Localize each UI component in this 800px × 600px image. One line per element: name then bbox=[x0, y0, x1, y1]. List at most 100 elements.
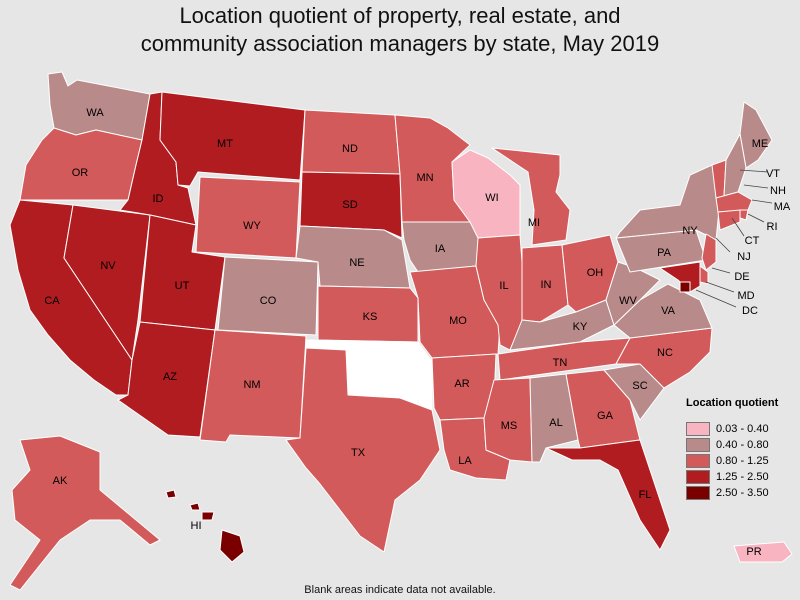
state-label-pr: PR bbox=[746, 546, 761, 558]
state-label-or: OR bbox=[72, 167, 89, 179]
state-wi bbox=[451, 149, 521, 239]
state-nj bbox=[701, 233, 717, 271]
state-label-mt: MT bbox=[217, 138, 233, 150]
state-ak bbox=[9, 435, 161, 591]
state-in bbox=[521, 244, 569, 323]
state-wy bbox=[195, 176, 301, 259]
footer-note: Blank areas indicate data not available. bbox=[304, 584, 496, 596]
legend-label: 0.03 - 0.40 bbox=[716, 423, 769, 435]
state-label-ia: IA bbox=[435, 243, 446, 255]
state-or bbox=[19, 127, 143, 201]
state-sc bbox=[603, 363, 665, 421]
state-sd bbox=[299, 171, 403, 239]
state-label-ky: KY bbox=[573, 321, 588, 333]
state-label-il: IL bbox=[499, 280, 508, 292]
state-label-ma: MA bbox=[774, 201, 791, 213]
state-label-tn: TN bbox=[553, 357, 568, 369]
state-hi bbox=[165, 489, 245, 563]
state-label-sd: SD bbox=[342, 199, 357, 211]
state-wv bbox=[605, 261, 661, 326]
state-label-ga: GA bbox=[597, 410, 614, 422]
state-label-ne: NE bbox=[349, 257, 364, 269]
legend-swatch bbox=[686, 470, 710, 484]
state-label-wi: WI bbox=[485, 192, 498, 204]
legend-swatch bbox=[686, 438, 710, 452]
state-label-mn: MN bbox=[416, 172, 433, 184]
state-mt bbox=[159, 91, 306, 187]
state-label-ca: CA bbox=[44, 295, 60, 307]
state-label-nh: NH bbox=[770, 185, 786, 197]
legend-title: Location quotient bbox=[686, 397, 779, 409]
state-label-in: IN bbox=[541, 279, 552, 291]
state-label-dc: DC bbox=[742, 305, 758, 317]
map-title: Location quotient of property, real esta… bbox=[0, 2, 800, 58]
state-co bbox=[217, 256, 319, 336]
state-label-me: ME bbox=[752, 138, 769, 150]
state-label-nd: ND bbox=[342, 143, 358, 155]
state-nh bbox=[723, 133, 747, 197]
state-label-ri: RI bbox=[767, 221, 778, 233]
state-label-ut: UT bbox=[175, 280, 190, 292]
state-wa bbox=[47, 71, 151, 141]
state-label-la: LA bbox=[458, 455, 472, 467]
state-ri bbox=[739, 209, 749, 221]
state-label-ak: AK bbox=[53, 475, 68, 487]
legend-label: 0.80 - 1.25 bbox=[716, 455, 769, 467]
state-me bbox=[739, 101, 773, 169]
state-label-ms: MS bbox=[501, 420, 518, 432]
state-nm bbox=[199, 329, 307, 443]
state-fl bbox=[545, 439, 671, 551]
legend-row: 0.40 - 0.80 bbox=[686, 437, 778, 453]
state-label-fl: FL bbox=[639, 489, 652, 501]
state-label-wy: WY bbox=[243, 220, 261, 232]
state-label-va: VA bbox=[661, 305, 676, 317]
state-label-de: DE bbox=[734, 271, 749, 283]
state-label-oh: OH bbox=[587, 267, 604, 279]
state-label-ny: NY bbox=[682, 225, 698, 237]
state-nd bbox=[301, 109, 401, 175]
state-dc bbox=[679, 281, 691, 293]
state-mi bbox=[491, 147, 571, 246]
state-pr bbox=[733, 541, 793, 563]
legend-swatch bbox=[686, 486, 710, 500]
state-ks bbox=[317, 285, 419, 343]
state-label-pa: PA bbox=[657, 247, 672, 259]
state-tx bbox=[285, 347, 441, 553]
state-label-nj: NJ bbox=[737, 251, 750, 263]
legend-swatch bbox=[686, 422, 710, 436]
state-label-az: AZ bbox=[163, 371, 177, 383]
legend-swatch bbox=[686, 454, 710, 468]
state-label-md: MD bbox=[737, 290, 754, 302]
state-ny bbox=[615, 164, 721, 241]
legend-row: 1.25 - 2.50 bbox=[686, 469, 778, 485]
legend: Location quotient 0.03 - 0.40 0.40 - 0.8… bbox=[686, 397, 778, 501]
state-label-id: ID bbox=[153, 193, 164, 205]
state-label-nv: NV bbox=[100, 260, 116, 272]
state-label-co: CO bbox=[260, 295, 277, 307]
state-ct bbox=[717, 209, 741, 231]
legend-label: 1.25 - 2.50 bbox=[716, 471, 769, 483]
state-label-mo: MO bbox=[449, 315, 467, 327]
state-label-wv: WV bbox=[619, 295, 637, 307]
state-label-ct: CT bbox=[745, 235, 760, 247]
legend-row: 2.50 - 3.50 bbox=[686, 485, 778, 501]
state-label-ks: KS bbox=[363, 311, 378, 323]
title-line-1: Location quotient of property, real esta… bbox=[179, 3, 621, 28]
state-label-hi: HI bbox=[191, 520, 202, 532]
state-label-tx: TX bbox=[351, 447, 366, 459]
legend-label: 0.40 - 0.80 bbox=[716, 439, 769, 451]
title-line-2: community association managers by state,… bbox=[140, 31, 660, 56]
state-label-wa: WA bbox=[86, 107, 104, 119]
state-label-ar: AR bbox=[454, 378, 469, 390]
state-label-sc: SC bbox=[632, 380, 647, 392]
state-label-al: AL bbox=[549, 417, 562, 429]
state-il bbox=[475, 234, 526, 351]
state-label-mi: MI bbox=[528, 217, 540, 229]
state-label-nm: NM bbox=[243, 379, 260, 391]
legend-row: 0.03 - 0.40 bbox=[686, 421, 778, 437]
legend-row: 0.80 - 1.25 bbox=[686, 453, 778, 469]
state-label-vt: VT bbox=[766, 168, 780, 180]
legend-label: 2.50 - 3.50 bbox=[716, 487, 769, 499]
state-ma bbox=[715, 191, 753, 213]
